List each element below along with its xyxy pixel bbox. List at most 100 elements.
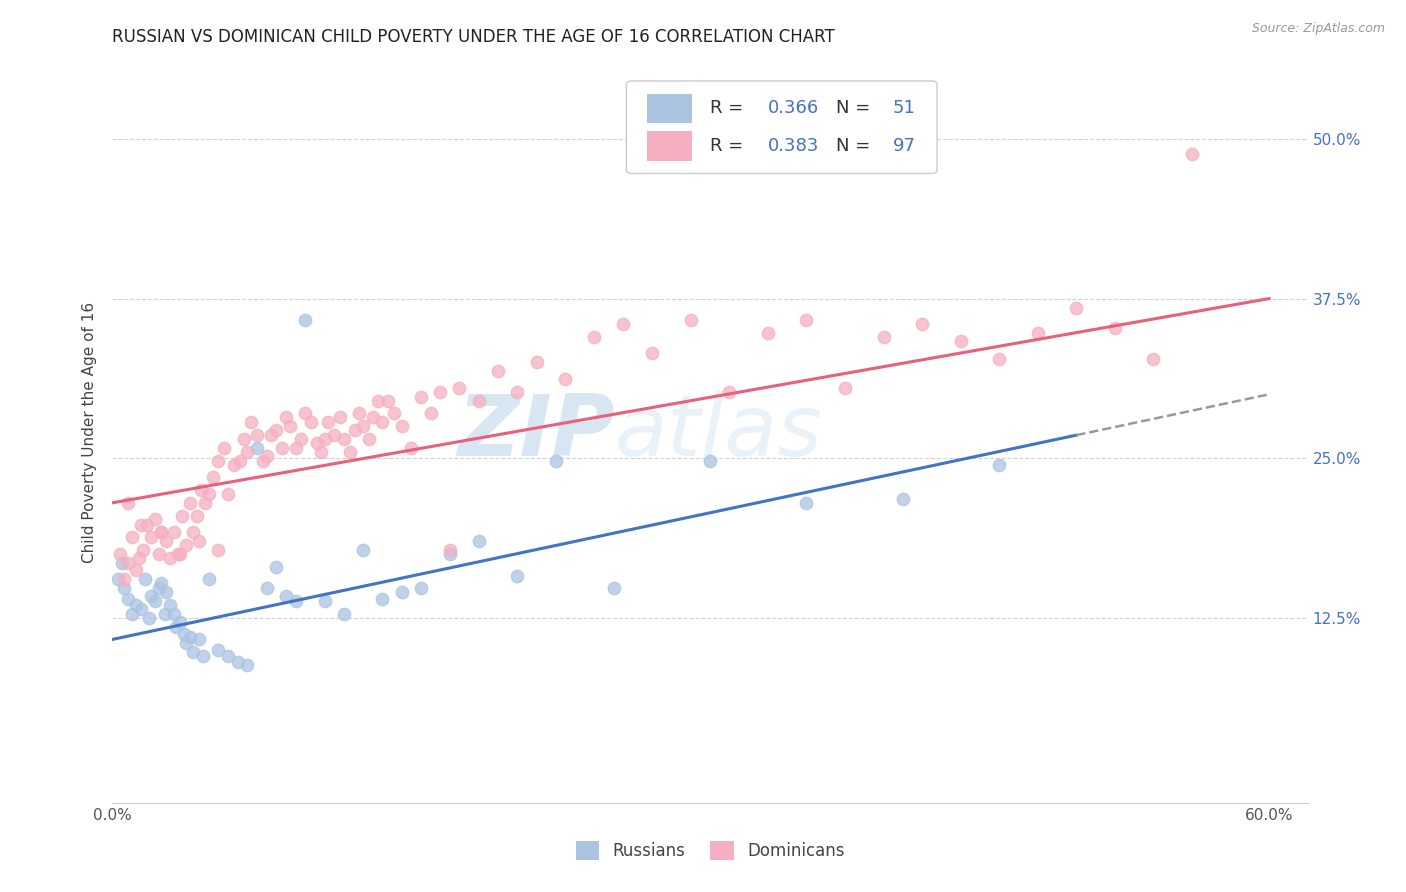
Point	[467, 534, 489, 549]
Point	[131, 601, 153, 615]
Point	[347, 407, 370, 421]
Point	[139, 530, 162, 544]
Point	[371, 591, 394, 606]
Point	[198, 573, 221, 587]
Point	[278, 419, 301, 434]
Point	[149, 525, 172, 540]
Point	[506, 384, 529, 399]
Point	[274, 410, 297, 425]
Point	[294, 313, 316, 327]
Point	[602, 582, 624, 596]
Point	[988, 351, 1011, 366]
Point	[138, 611, 160, 625]
FancyBboxPatch shape	[627, 81, 938, 173]
Point	[179, 496, 201, 510]
Point	[163, 607, 186, 621]
Point	[371, 416, 394, 430]
Point	[256, 449, 278, 463]
Point	[352, 543, 374, 558]
Point	[163, 525, 186, 540]
Point	[128, 550, 150, 565]
Point	[174, 538, 197, 552]
Point	[367, 393, 389, 408]
Point	[132, 543, 155, 558]
Point	[148, 547, 170, 561]
Point	[294, 407, 316, 421]
Point	[256, 582, 278, 596]
Point	[526, 355, 548, 369]
Point	[111, 556, 134, 570]
Point	[139, 589, 162, 603]
Point	[409, 582, 432, 596]
Point	[252, 453, 274, 467]
Point	[988, 458, 1011, 472]
Point	[429, 384, 451, 399]
Text: Source: ZipAtlas.com: Source: ZipAtlas.com	[1251, 22, 1385, 36]
Point	[159, 550, 181, 565]
Point	[188, 534, 211, 549]
Y-axis label: Child Poverty Under the Age of 16: Child Poverty Under the Age of 16	[82, 302, 97, 563]
Point	[357, 432, 380, 446]
Point	[112, 582, 135, 596]
Point	[149, 576, 172, 591]
Point	[449, 381, 471, 395]
Point	[911, 317, 934, 331]
Point	[439, 547, 461, 561]
Point	[361, 410, 384, 425]
Point	[391, 585, 413, 599]
Point	[131, 517, 153, 532]
Point	[214, 441, 236, 455]
Point	[143, 512, 166, 526]
Point	[872, 330, 894, 344]
Point	[117, 496, 139, 510]
Legend: Russians, Dominicans: Russians, Dominicans	[568, 832, 852, 869]
Point	[1026, 326, 1049, 340]
Point	[222, 458, 245, 472]
Point	[506, 568, 529, 582]
Point	[401, 441, 423, 455]
Point	[344, 423, 367, 437]
Point	[159, 598, 181, 612]
Point	[183, 645, 205, 659]
Point	[1104, 321, 1126, 335]
Point	[186, 508, 208, 523]
Point	[467, 393, 489, 408]
Point	[207, 453, 229, 467]
Point	[155, 534, 177, 549]
Point	[174, 636, 197, 650]
Point	[173, 627, 195, 641]
Point	[246, 428, 269, 442]
Point	[228, 453, 250, 467]
Point	[194, 496, 217, 510]
Point	[612, 317, 634, 331]
Point	[191, 648, 214, 663]
Point	[583, 330, 606, 344]
Point	[382, 407, 405, 421]
Text: R =: R =	[710, 137, 749, 155]
Point	[121, 607, 143, 621]
Point	[544, 453, 567, 467]
Text: 51: 51	[893, 100, 915, 118]
Point	[796, 313, 818, 327]
Point	[290, 432, 312, 446]
Point	[188, 632, 211, 647]
Point	[149, 525, 172, 540]
Point	[169, 547, 191, 561]
Point	[323, 428, 346, 442]
Text: atlas: atlas	[614, 391, 823, 475]
Point	[679, 313, 702, 327]
Point	[259, 428, 281, 442]
Point	[756, 326, 779, 340]
Point	[226, 656, 249, 670]
Point	[121, 530, 143, 544]
Point	[309, 444, 332, 458]
Point	[266, 423, 288, 437]
Point	[148, 582, 170, 596]
Point	[1181, 147, 1204, 161]
Point	[949, 334, 972, 348]
Point	[190, 483, 212, 497]
Point	[169, 615, 191, 629]
Point	[314, 594, 336, 608]
Point	[274, 589, 297, 603]
Point	[107, 573, 129, 587]
